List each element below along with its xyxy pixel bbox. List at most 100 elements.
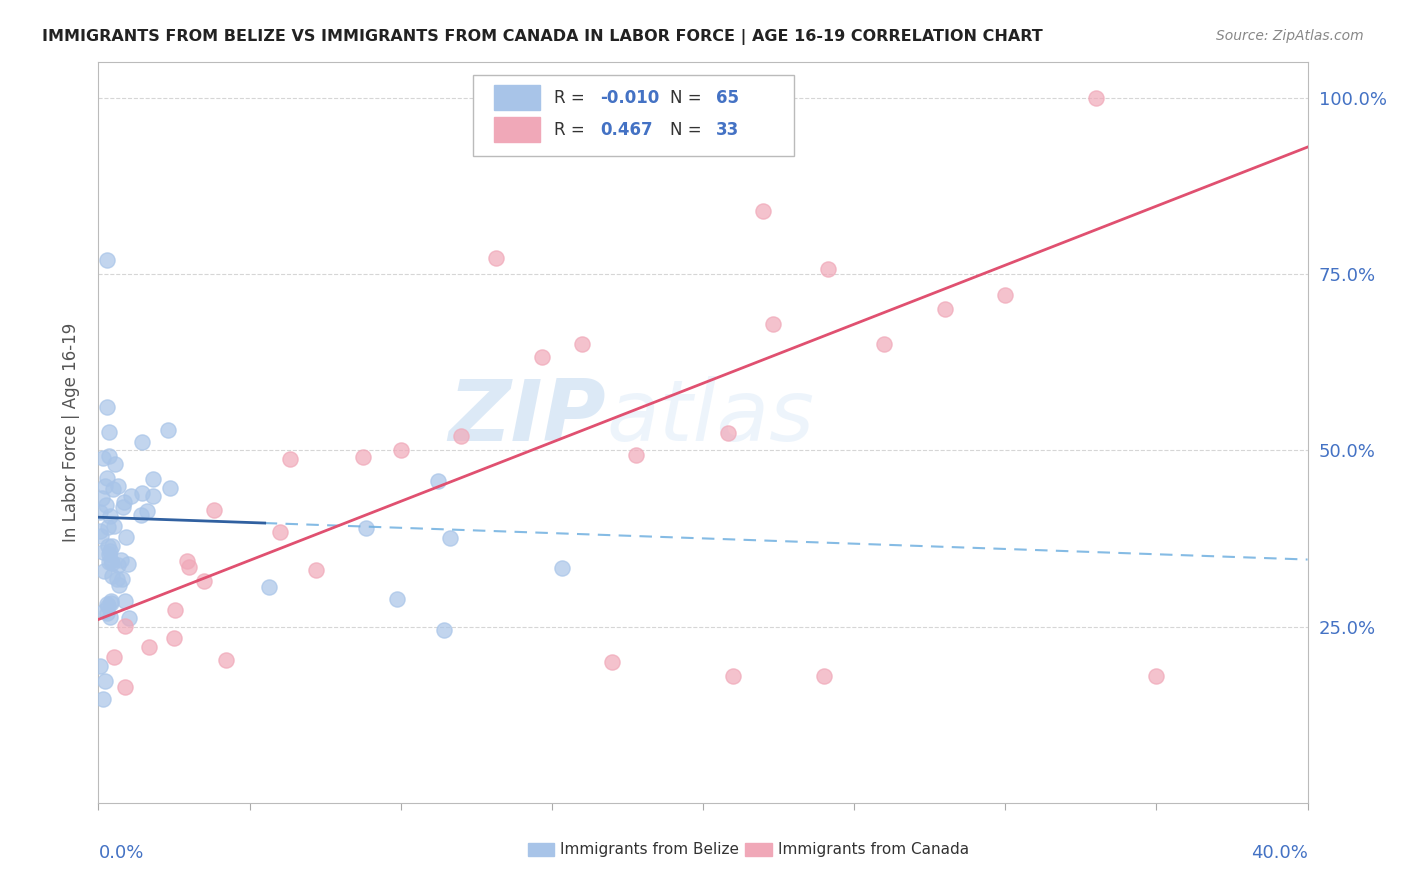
Point <box>96 252 118 267</box>
Text: 65: 65 <box>716 89 740 107</box>
Point <box>91 450 114 465</box>
Point <box>934 302 956 317</box>
Point <box>215 653 238 667</box>
Point <box>994 288 1017 302</box>
Point <box>93 604 115 618</box>
Point <box>1144 669 1167 683</box>
Point <box>193 574 215 588</box>
Point <box>97 539 120 553</box>
Point <box>97 519 120 533</box>
Point <box>427 475 450 489</box>
Point <box>817 262 839 277</box>
Point <box>97 547 120 561</box>
Text: Immigrants from Canada: Immigrants from Canada <box>778 842 969 857</box>
Point <box>91 545 114 559</box>
Point <box>433 624 456 638</box>
Point <box>159 481 181 495</box>
Point <box>111 572 134 586</box>
FancyBboxPatch shape <box>474 75 793 156</box>
Point <box>179 559 201 574</box>
Point <box>100 596 122 610</box>
Bar <box>745 843 772 856</box>
Point <box>96 498 118 512</box>
Text: N =: N = <box>671 120 702 139</box>
Point <box>93 478 115 492</box>
Point <box>104 457 127 471</box>
Point <box>98 610 121 624</box>
Point <box>97 599 120 614</box>
Point <box>142 472 165 486</box>
Point <box>96 606 118 620</box>
Point <box>387 591 409 606</box>
Text: atlas: atlas <box>606 376 814 459</box>
Point <box>813 669 835 683</box>
Point <box>142 489 165 503</box>
Point <box>101 483 124 497</box>
Point <box>202 502 225 516</box>
Point <box>156 423 179 437</box>
Point <box>450 429 472 443</box>
Text: 0.467: 0.467 <box>600 120 652 139</box>
Point <box>117 557 139 571</box>
Point <box>89 658 111 673</box>
Point <box>89 505 111 519</box>
Text: IMMIGRANTS FROM BELIZE VS IMMIGRANTS FROM CANADA IN LABOR FORCE | AGE 16-19 CORR: IMMIGRANTS FROM BELIZE VS IMMIGRANTS FRO… <box>42 29 1043 45</box>
Point <box>115 530 138 544</box>
Point <box>107 558 129 572</box>
Point <box>98 544 121 558</box>
Text: Immigrants from Belize: Immigrants from Belize <box>561 842 740 857</box>
Point <box>105 572 128 586</box>
Point <box>873 337 896 351</box>
Point <box>762 317 785 331</box>
Point <box>551 561 574 575</box>
Point <box>103 518 125 533</box>
Point <box>114 594 136 608</box>
Point <box>100 594 122 608</box>
Point <box>131 434 153 449</box>
Bar <box>494 117 540 142</box>
Point <box>389 443 412 458</box>
Point <box>138 640 160 654</box>
Point <box>257 580 280 594</box>
Point <box>571 337 593 351</box>
Point <box>89 524 111 538</box>
Point <box>752 203 775 218</box>
Point <box>278 452 301 467</box>
Bar <box>494 86 540 110</box>
Point <box>602 655 624 669</box>
Text: 0.0%: 0.0% <box>98 844 143 862</box>
Point <box>98 449 121 463</box>
Point <box>120 489 142 503</box>
Point <box>91 692 114 706</box>
Point <box>101 556 124 570</box>
Point <box>163 602 186 616</box>
Point <box>352 450 374 465</box>
Point <box>107 479 129 493</box>
Text: 40.0%: 40.0% <box>1251 844 1308 862</box>
Point <box>114 680 136 694</box>
Point <box>111 500 134 514</box>
Point <box>118 611 141 625</box>
Text: Source: ZipAtlas.com: Source: ZipAtlas.com <box>1216 29 1364 43</box>
Point <box>112 495 135 509</box>
Point <box>530 350 553 364</box>
Point <box>114 619 136 633</box>
Point <box>93 564 115 578</box>
Point <box>269 525 291 540</box>
Text: R =: R = <box>554 120 585 139</box>
Point <box>94 673 117 688</box>
Point <box>96 597 118 611</box>
Point <box>98 509 121 524</box>
Point <box>91 491 114 505</box>
Point <box>90 528 112 542</box>
Point <box>108 577 131 591</box>
Point <box>136 504 159 518</box>
Point <box>485 251 508 265</box>
Point <box>97 555 120 569</box>
Point <box>96 471 118 485</box>
Point <box>624 448 647 462</box>
Text: N =: N = <box>671 89 702 107</box>
Point <box>101 569 124 583</box>
Point <box>96 400 118 414</box>
Y-axis label: In Labor Force | Age 16-19: In Labor Force | Age 16-19 <box>62 323 80 542</box>
